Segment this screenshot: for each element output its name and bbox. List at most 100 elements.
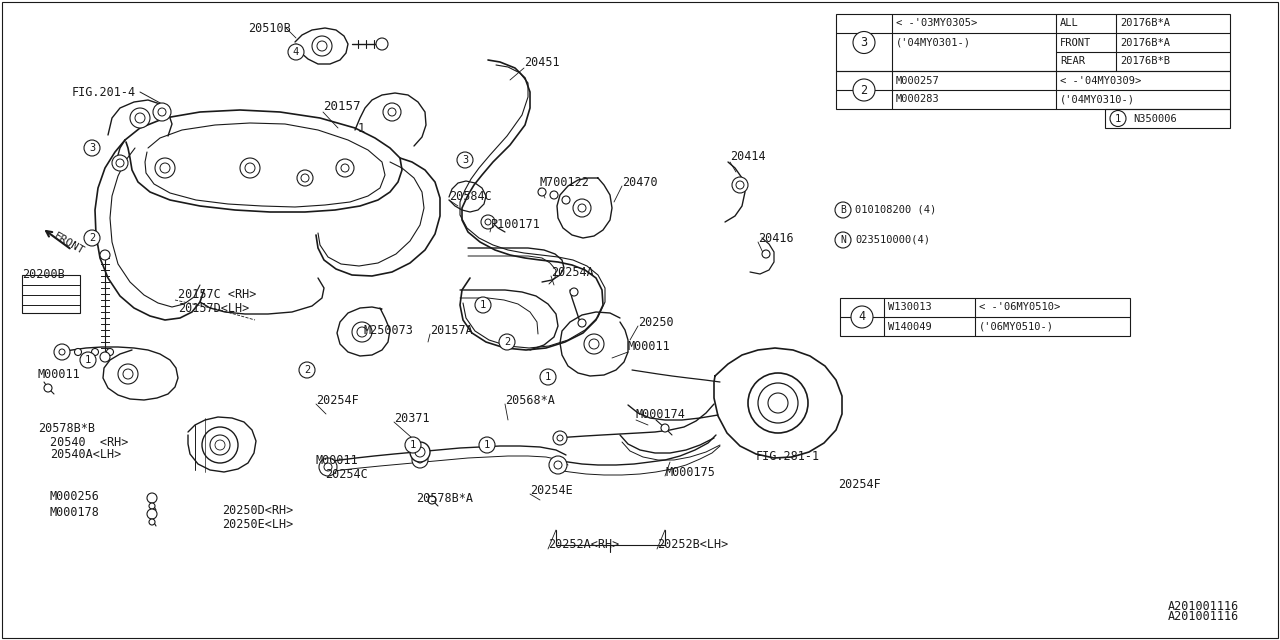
Text: M250073: M250073: [364, 323, 413, 337]
Text: 20414: 20414: [730, 150, 765, 163]
Text: M000256: M000256: [50, 490, 100, 504]
Circle shape: [113, 155, 128, 171]
Text: 2: 2: [504, 337, 511, 347]
Text: ALL: ALL: [1060, 19, 1079, 29]
Text: 1: 1: [1115, 113, 1121, 124]
Circle shape: [376, 38, 388, 50]
Circle shape: [410, 442, 430, 462]
Text: FIG.201-4: FIG.201-4: [72, 86, 136, 99]
Circle shape: [84, 230, 100, 246]
Circle shape: [584, 334, 604, 354]
Text: B: B: [840, 205, 846, 215]
Text: 4: 4: [293, 47, 300, 57]
Text: 4: 4: [859, 310, 865, 323]
Text: 2: 2: [860, 83, 868, 97]
Text: N: N: [840, 235, 846, 245]
Text: 1: 1: [545, 372, 552, 382]
Circle shape: [147, 509, 157, 519]
Circle shape: [428, 496, 436, 504]
Text: 20157A: 20157A: [430, 323, 472, 337]
Circle shape: [335, 159, 355, 177]
Circle shape: [383, 103, 401, 121]
Text: 20176B*A: 20176B*A: [1120, 19, 1170, 29]
Text: M000175: M000175: [666, 465, 714, 479]
Circle shape: [573, 199, 591, 217]
Text: 010108200 (4): 010108200 (4): [855, 205, 936, 215]
Text: 20157C <RH>: 20157C <RH>: [178, 289, 256, 301]
Text: 20451: 20451: [524, 56, 559, 68]
Circle shape: [412, 452, 428, 468]
Text: < -'03MY0305>: < -'03MY0305>: [896, 19, 977, 29]
Text: 20540A<LH>: 20540A<LH>: [50, 449, 122, 461]
Circle shape: [851, 306, 873, 328]
Bar: [1105, 109, 1230, 128]
Text: FIG.281-1: FIG.281-1: [756, 449, 820, 463]
Text: 20540  <RH>: 20540 <RH>: [50, 435, 128, 449]
Text: W140049: W140049: [888, 321, 932, 332]
Circle shape: [148, 503, 155, 509]
Text: 3: 3: [860, 36, 868, 49]
Circle shape: [479, 437, 495, 453]
Text: 1: 1: [84, 355, 91, 365]
Circle shape: [74, 349, 82, 355]
Text: M000283: M000283: [896, 95, 940, 104]
Text: 2: 2: [303, 365, 310, 375]
Circle shape: [79, 352, 96, 368]
Text: 023510000(4): 023510000(4): [855, 235, 931, 245]
Text: 3: 3: [88, 143, 95, 153]
Text: 20176B*B: 20176B*B: [1120, 56, 1170, 67]
Circle shape: [312, 36, 332, 56]
Circle shape: [147, 493, 157, 503]
Text: M000257: M000257: [896, 76, 940, 86]
Text: A201001116: A201001116: [1169, 609, 1239, 623]
Text: M000178: M000178: [50, 506, 100, 518]
Text: 20254C: 20254C: [325, 468, 367, 481]
Circle shape: [297, 170, 314, 186]
Text: REAR: REAR: [1060, 56, 1085, 67]
Text: 20578B*B: 20578B*B: [38, 422, 95, 435]
Circle shape: [155, 158, 175, 178]
Text: 20568*A: 20568*A: [506, 394, 554, 406]
Text: P100171: P100171: [492, 218, 541, 230]
Circle shape: [91, 349, 99, 355]
Circle shape: [154, 103, 172, 121]
Text: 20371: 20371: [394, 412, 430, 424]
Circle shape: [148, 519, 155, 525]
Circle shape: [1110, 111, 1126, 127]
Circle shape: [835, 202, 851, 218]
Circle shape: [300, 362, 315, 378]
Circle shape: [288, 44, 305, 60]
Text: 20252A<RH>: 20252A<RH>: [548, 538, 620, 552]
Circle shape: [553, 431, 567, 445]
Circle shape: [538, 188, 547, 196]
Text: 20157: 20157: [323, 100, 361, 113]
Text: W130013: W130013: [888, 303, 932, 312]
Text: 20176B*A: 20176B*A: [1120, 38, 1170, 47]
Circle shape: [852, 79, 876, 101]
Circle shape: [852, 31, 876, 54]
Text: 1: 1: [484, 440, 490, 450]
Circle shape: [457, 152, 474, 168]
Circle shape: [100, 250, 110, 260]
Text: N350006: N350006: [1133, 113, 1176, 124]
Circle shape: [835, 232, 851, 248]
Circle shape: [319, 458, 337, 476]
Circle shape: [660, 424, 669, 432]
Circle shape: [241, 158, 260, 178]
Text: 20254E: 20254E: [530, 483, 572, 497]
Text: 20254F: 20254F: [316, 394, 358, 406]
Text: FRONT: FRONT: [1060, 38, 1092, 47]
Text: ('04MY0310-): ('04MY0310-): [1060, 95, 1135, 104]
Circle shape: [481, 215, 495, 229]
Text: 2: 2: [88, 233, 95, 243]
Text: M00011: M00011: [628, 340, 671, 353]
Text: 20200B: 20200B: [22, 269, 65, 282]
Circle shape: [549, 456, 567, 474]
Text: < -'04MY0309>: < -'04MY0309>: [1060, 76, 1142, 86]
Circle shape: [499, 334, 515, 350]
Text: 20252B<LH>: 20252B<LH>: [657, 538, 728, 552]
Text: ('06MY0510-): ('06MY0510-): [979, 321, 1053, 332]
Circle shape: [202, 427, 238, 463]
Text: 20584C: 20584C: [449, 189, 492, 202]
Text: 1: 1: [358, 122, 365, 134]
